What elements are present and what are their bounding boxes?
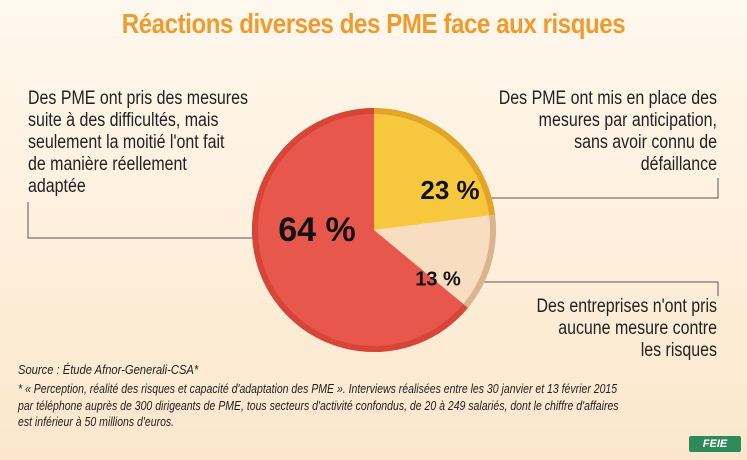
label-left-line: suite à des difficultés, mais (28, 110, 219, 131)
label-right-top: Des PME ont mis en place des mesures par… (482, 88, 717, 176)
label-right-bottom: Des entreprises n'ont pris aucune mesure… (507, 296, 717, 362)
pie-value-label: 23 % (420, 175, 479, 205)
leader-line-left (27, 202, 300, 239)
label-right-top-line: défaillance (640, 154, 717, 175)
publisher-logo: FEIE (689, 436, 741, 452)
label-right-top-line: Des PME ont mis en place des (498, 88, 717, 109)
label-right-top-line: sans avoir connu de (574, 132, 717, 153)
label-right-bottom-line: les risques (640, 340, 717, 361)
pie-value-labels: 64 % 23 % 13 % (278, 175, 479, 290)
label-left-line: seulement la moitié l'ont fait (28, 132, 225, 153)
footnote-line: est inférieur à 50 millions d'euros. (18, 415, 175, 429)
label-left: Des PME ont pris des mesures suite à des… (28, 88, 272, 198)
pie-slice (374, 108, 496, 230)
footnote: * « Perception, réalité des risques et c… (18, 381, 682, 431)
leader-line-right-bottom (468, 281, 719, 296)
source-text: Source : Étude Afnor-Generali-CSA* (18, 362, 199, 377)
pie-slice-rim (374, 108, 496, 216)
pie-value-label: 13 % (415, 268, 461, 290)
footnote-line: par téléphone auprès de 300 dirigeants d… (18, 398, 619, 413)
label-left-line: de manière réellement (28, 154, 187, 175)
label-right-top-line: mesures par anticipation, (538, 110, 717, 131)
chart-title: Réactions diverses des PME face aux risq… (121, 8, 626, 39)
pie-slice-rim (251, 107, 469, 352)
pie-slices (251, 107, 496, 352)
pie-slice (374, 214, 496, 308)
footnote-line: * « Perception, réalité des risques et c… (18, 382, 618, 396)
leader-line-right-top (480, 178, 719, 199)
pie-slice (251, 107, 469, 352)
pie-value-label: 64 % (278, 211, 356, 249)
label-right-bottom-line: Des entreprises n'ont pris (536, 296, 717, 317)
label-left-line: adaptée (28, 176, 86, 197)
label-right-bottom-line: aucune mesure contre (558, 318, 717, 339)
pie-slice-rim (463, 214, 496, 308)
label-left-line: Des PME ont pris des mesures (28, 88, 248, 109)
